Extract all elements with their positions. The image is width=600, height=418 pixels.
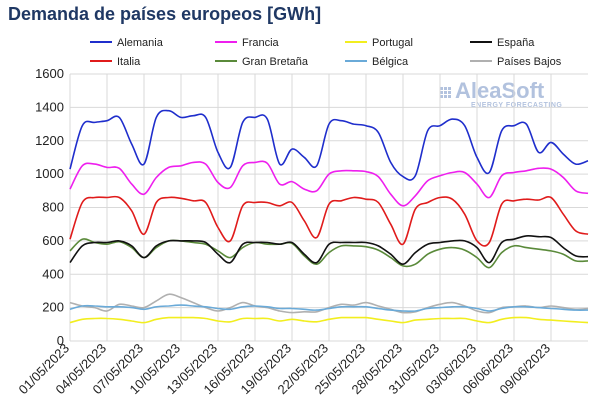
y-tick-label: 1000 bbox=[35, 166, 64, 181]
watermark-subtitle: ENERGY FORECASTING bbox=[471, 102, 562, 109]
y-tick-label: 600 bbox=[42, 233, 64, 248]
watermark-logo-dot bbox=[448, 91, 451, 94]
y-tick-label: 0 bbox=[57, 333, 64, 348]
series-line-paises-bajos bbox=[69, 293, 589, 314]
series-line-espana bbox=[69, 235, 589, 265]
watermark-logo-dot bbox=[448, 87, 451, 90]
legend-label-paises-bajos: Países Bajos bbox=[497, 56, 562, 68]
legend-label-gran-bretana: Gran Bretaña bbox=[242, 56, 309, 68]
series-line-belgica bbox=[69, 304, 589, 313]
legend-label-italia: Italia bbox=[117, 56, 141, 68]
series-line-italia bbox=[69, 195, 589, 247]
watermark-logo-dot bbox=[448, 95, 451, 98]
watermark-logo-dot bbox=[444, 91, 447, 94]
y-tick-label: 200 bbox=[42, 300, 64, 315]
series-line-francia bbox=[69, 160, 589, 207]
y-tick-label: 1400 bbox=[35, 99, 64, 114]
watermark-name: AleaSoft bbox=[455, 78, 545, 103]
series-line-alemania bbox=[69, 109, 589, 181]
watermark-logo-dot bbox=[444, 87, 447, 90]
legend-label-portugal: Portugal bbox=[372, 37, 413, 49]
legend-label-espana: España bbox=[497, 37, 535, 49]
y-tick-label: 800 bbox=[42, 200, 64, 215]
y-tick-label: 1200 bbox=[35, 133, 64, 148]
legend-label-belgica: Bélgica bbox=[372, 56, 409, 68]
watermark-logo-dot bbox=[440, 95, 443, 98]
legend-label-francia: Francia bbox=[242, 37, 280, 49]
series-line-portugal bbox=[69, 316, 589, 324]
legend-label-alemania: Alemania bbox=[117, 37, 164, 49]
series-line-gran-bretana bbox=[69, 238, 589, 269]
chart-title: Demanda de países europeos [GWh] bbox=[8, 4, 322, 24]
watermark-logo-dot bbox=[444, 95, 447, 98]
y-tick-label: 1600 bbox=[35, 66, 64, 81]
watermark-logo-dot bbox=[440, 91, 443, 94]
y-tick-label: 400 bbox=[42, 266, 64, 281]
watermark-logo-dot bbox=[440, 87, 443, 90]
